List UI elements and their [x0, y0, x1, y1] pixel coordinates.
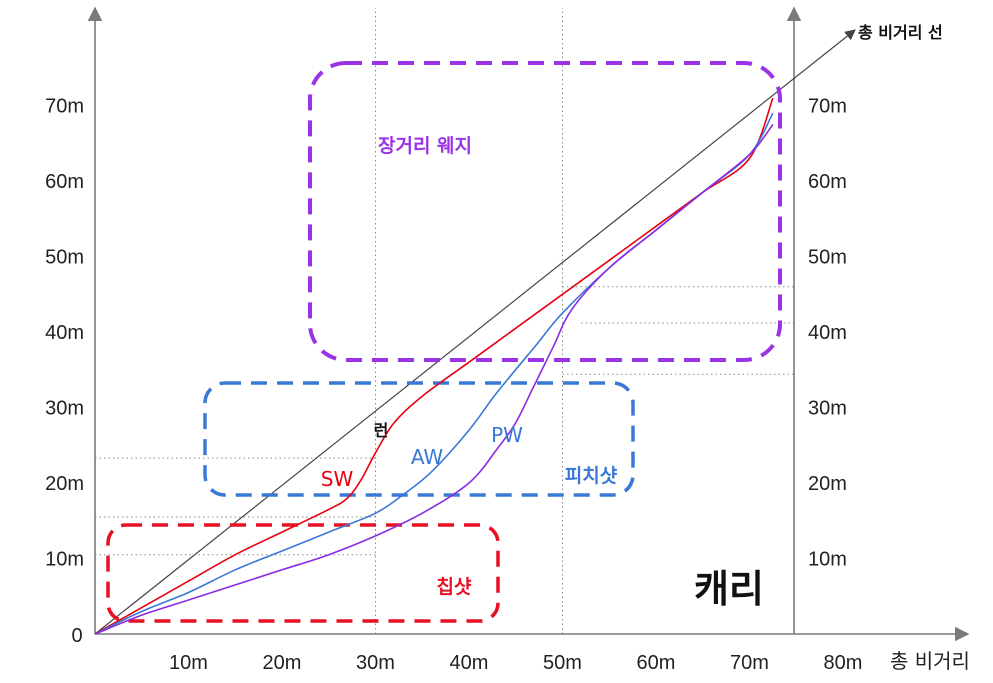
y-tick-label-right: 10m — [808, 549, 847, 571]
pw-label: PW — [491, 423, 523, 447]
x-tick-label: 70m — [730, 652, 769, 674]
series-pw-line — [94, 123, 774, 635]
x-tick-labels: 10m 20m 30m 40m 50m 60m 70m 80m — [169, 652, 862, 674]
series-layer — [94, 97, 774, 635]
origin-label: 0 — [71, 625, 82, 647]
y-tick-label-right: 70m — [808, 96, 847, 118]
series-sw-line — [94, 97, 774, 635]
region-label-long-wedge: 장거리 웨지 — [378, 135, 472, 157]
sw-label: SW — [321, 467, 354, 491]
y-tick-label-left: 40m — [45, 322, 84, 344]
y-tick-labels-right: 10m 20m 30m 40m 50m 60m 70m — [808, 96, 847, 571]
x-tick-label: 80m — [824, 652, 863, 674]
x-tick-label: 60m — [637, 652, 676, 674]
carry-label: 캐리 — [694, 567, 764, 611]
guide-lines — [95, 8, 794, 634]
run-label: 런 — [374, 421, 389, 440]
y-tick-label-left: 20m — [45, 473, 84, 495]
x-tick-label: 50m — [543, 652, 582, 674]
y-tick-label-right: 50m — [808, 247, 847, 269]
y-tick-label-left: 10m — [45, 549, 84, 571]
x-tick-label: 30m — [356, 652, 395, 674]
region-label-pitch-shot: 피치샷 — [565, 465, 618, 487]
y-tick-label-right: 60m — [808, 171, 847, 193]
y-tick-label-left: 70m — [45, 96, 84, 118]
x-axis-title: 총 비거리 — [890, 649, 970, 673]
y-tick-label-left: 30m — [45, 398, 84, 420]
y-tick-label-right: 20m — [808, 473, 847, 495]
total-distance-line-label: 총 비거리 선 — [858, 23, 943, 42]
region-pitch-shot — [203, 381, 635, 497]
y-tick-labels-left: 10m 20m 30m 40m 50m 60m 70m — [45, 96, 84, 571]
x-tick-label: 20m — [263, 652, 302, 674]
total-distance-line — [94, 29, 856, 635]
x-tick-label: 40m — [450, 652, 489, 674]
x-tick-label: 10m — [169, 652, 208, 674]
y-tick-label-left: 50m — [45, 247, 84, 269]
y-tick-label-right: 40m — [808, 322, 847, 344]
y-tick-label-left: 60m — [45, 171, 84, 193]
region-label-chip-shot: 칩샷 — [437, 576, 472, 598]
aw-label: AW — [411, 445, 444, 469]
y-tick-label-right: 30m — [808, 398, 847, 420]
region-long-wedge — [308, 61, 782, 362]
series-aw-line — [94, 112, 774, 635]
